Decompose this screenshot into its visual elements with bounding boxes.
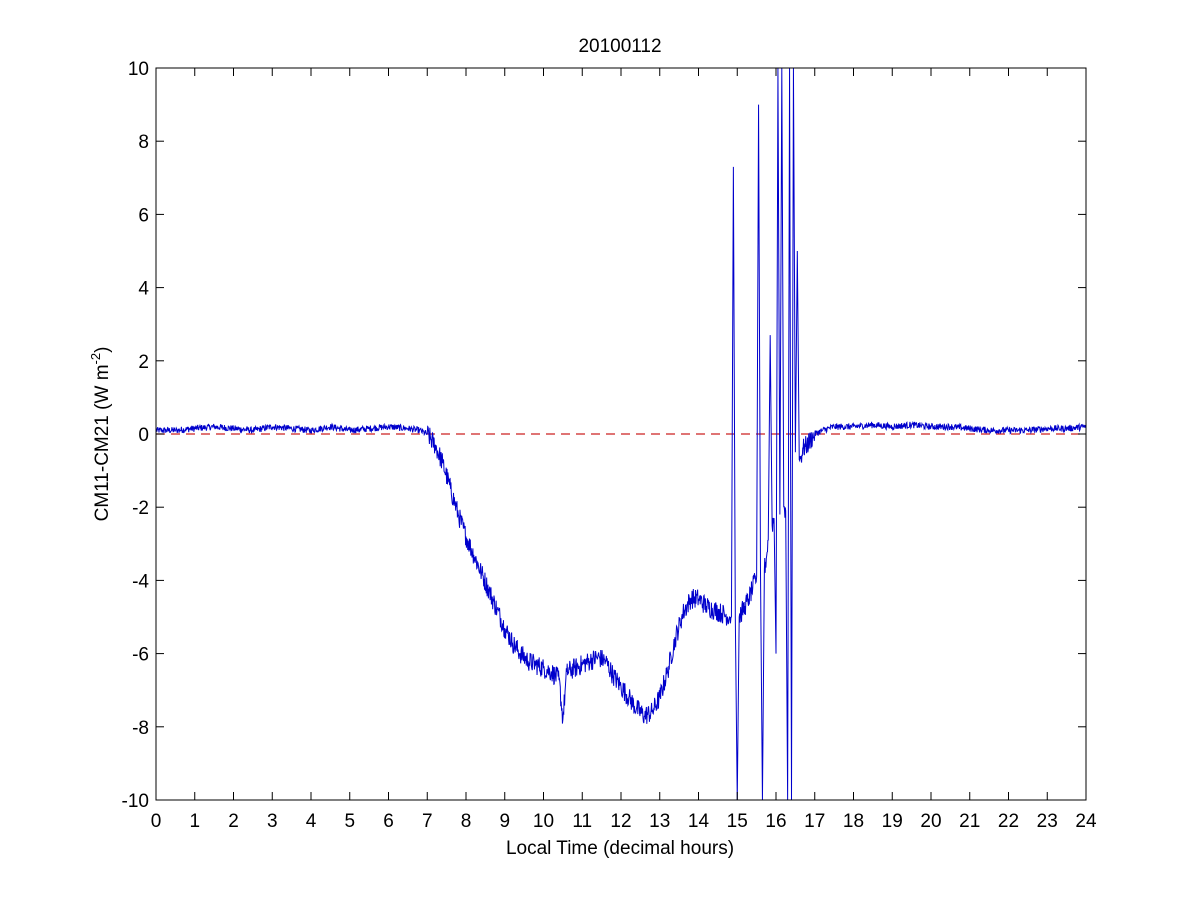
x-tick-label: 1 bbox=[189, 811, 200, 832]
x-tick-label: 21 bbox=[959, 811, 980, 832]
x-axis-label: Local Time (decimal hours) bbox=[506, 838, 734, 859]
y-axis-label-close: ) bbox=[92, 347, 113, 353]
x-tick-label: 7 bbox=[422, 811, 433, 832]
data-series-line bbox=[156, 68, 1086, 800]
x-tick-label: 19 bbox=[882, 811, 903, 832]
chart-title: 20100112 bbox=[578, 36, 661, 57]
x-tick-label: 2 bbox=[228, 811, 239, 832]
y-tick-label: 2 bbox=[138, 352, 149, 373]
y-tick-label: -4 bbox=[132, 571, 149, 592]
x-tick-label: 18 bbox=[843, 811, 864, 832]
y-tick-label: 6 bbox=[138, 205, 149, 226]
x-tick-label: 5 bbox=[344, 811, 355, 832]
x-tick-label: 10 bbox=[533, 811, 554, 832]
y-axis-label-superscript: -2 bbox=[88, 353, 103, 365]
y-tick-label: -10 bbox=[122, 791, 149, 812]
plot-area: 0 1 2 3 4 5 6 7 8 9 10 11 12 13 14 15 16 17 18 19 20 21 22 23 24… bbox=[122, 59, 1097, 832]
x-tick-label: 9 bbox=[499, 811, 510, 832]
x-tick-label: 0 bbox=[151, 811, 162, 832]
x-tick-label: 23 bbox=[1037, 811, 1058, 832]
x-tick-label: 17 bbox=[804, 811, 825, 832]
x-tick-label: 3 bbox=[267, 811, 278, 832]
x-tick-label: 12 bbox=[610, 811, 631, 832]
y-axis-label-main: CM11-CM21 (W m bbox=[92, 364, 113, 521]
y-axis-label: CM11-CM21 (W m-2) bbox=[88, 347, 113, 522]
x-tick-label: 15 bbox=[727, 811, 748, 832]
y-tick-label: -6 bbox=[132, 645, 149, 666]
x-tick-label: 22 bbox=[998, 811, 1019, 832]
x-tick-label: 16 bbox=[765, 811, 786, 832]
y-tick-label: 10 bbox=[128, 59, 149, 80]
x-tick-label: 14 bbox=[688, 811, 710, 832]
x-tick-label: 6 bbox=[383, 811, 394, 832]
y-tick-label: 8 bbox=[138, 132, 149, 153]
x-tick-label: 4 bbox=[306, 811, 317, 832]
y-tick-label: -2 bbox=[132, 498, 149, 519]
y-tick-label: -8 bbox=[132, 718, 149, 739]
x-tick-label: 11 bbox=[572, 811, 592, 832]
x-tick-label: 24 bbox=[1075, 811, 1097, 832]
y-tick-label: 0 bbox=[138, 425, 149, 446]
x-tick-label: 8 bbox=[461, 811, 472, 832]
y-tick-label: 4 bbox=[138, 279, 149, 300]
x-tick-label: 20 bbox=[920, 811, 941, 832]
x-tick-label: 13 bbox=[649, 811, 670, 832]
